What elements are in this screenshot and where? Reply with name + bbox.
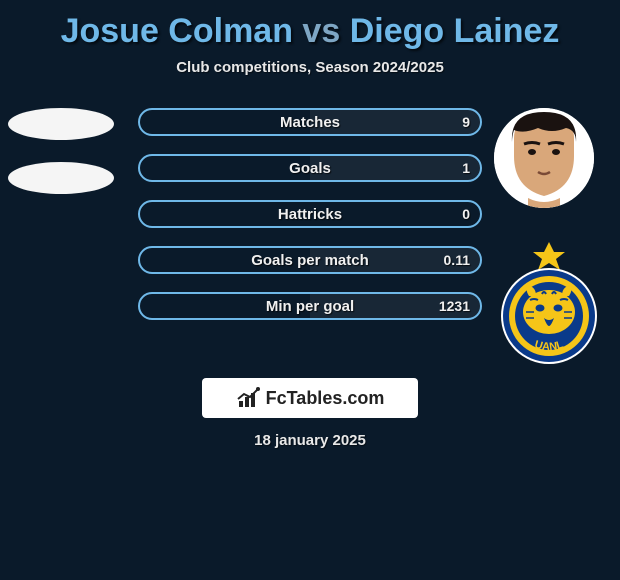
left-player-column bbox=[8, 108, 114, 194]
bar-value-right: 0 bbox=[462, 202, 470, 226]
bar-value-right: 1231 bbox=[439, 294, 470, 318]
bar-label: Goals bbox=[140, 156, 480, 180]
stat-bar: Hattricks0 bbox=[138, 200, 482, 228]
player2-name: Diego Lainez bbox=[350, 12, 560, 50]
vs-text: vs bbox=[293, 12, 350, 50]
stat-bars: Matches9Goals1Hattricks0Goals per match0… bbox=[138, 108, 482, 338]
player-face-icon bbox=[494, 108, 594, 208]
comparison-content: Matches9Goals1Hattricks0Goals per match0… bbox=[0, 108, 620, 368]
fctables-logo: FcTables.com bbox=[202, 378, 418, 418]
bar-label: Matches bbox=[140, 110, 480, 134]
bar-label: Hattricks bbox=[140, 202, 480, 226]
stat-bar: Min per goal1231 bbox=[138, 292, 482, 320]
chart-icon bbox=[236, 387, 262, 409]
right-player-badge: UANL bbox=[494, 240, 604, 366]
bar-value-right: 9 bbox=[462, 110, 470, 134]
subtitle: Club competitions, Season 2024/2025 bbox=[0, 59, 620, 76]
stat-bar: Goals per match0.11 bbox=[138, 246, 482, 274]
bar-value-right: 1 bbox=[462, 156, 470, 180]
right-player-column: UANL bbox=[494, 108, 600, 366]
left-player-badge-placeholder bbox=[8, 162, 114, 194]
bar-label: Min per goal bbox=[140, 294, 480, 318]
stat-bar: Goals1 bbox=[138, 154, 482, 182]
bar-label: Goals per match bbox=[140, 248, 480, 272]
bar-value-right: 0.11 bbox=[444, 248, 470, 272]
stat-bar: Matches9 bbox=[138, 108, 482, 136]
date-text: 18 january 2025 bbox=[0, 432, 620, 449]
team-badge-icon: UANL bbox=[494, 240, 604, 366]
right-player-photo bbox=[494, 108, 594, 208]
page-title: Josue Colman vs Diego Lainez bbox=[0, 0, 620, 51]
left-player-photo-placeholder bbox=[8, 108, 114, 140]
logo-text: FcTables.com bbox=[266, 388, 385, 409]
player1-name: Josue Colman bbox=[61, 12, 293, 50]
